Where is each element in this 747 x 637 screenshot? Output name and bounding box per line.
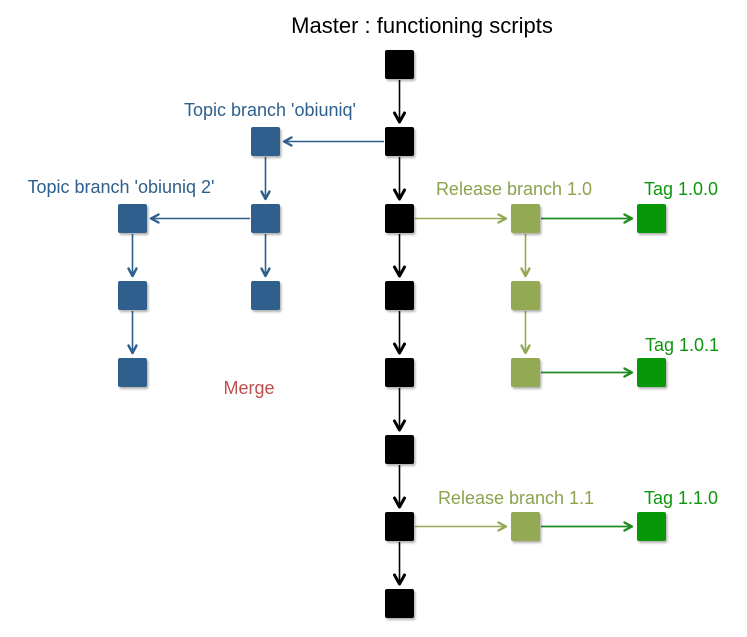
- tag-1-0-0-label: Tag 1.0.0: [643, 179, 719, 199]
- tag-1-0-1-label: Tag 1.0.1: [644, 335, 720, 355]
- commit-node-obiuniq-3: [251, 281, 280, 310]
- tag-node-1-0-1: [637, 358, 666, 387]
- tag-node-1-1-0: [637, 512, 666, 541]
- commit-node-obiuniq-2: [251, 204, 280, 233]
- commit-node-release10-1: [511, 204, 540, 233]
- topic-branch-obiuniq-label: Topic branch 'obiuniq': [184, 100, 356, 120]
- topic-obiuniq-arrows: [260, 136, 384, 278]
- topic-branch-obiuniq-2-label: Topic branch 'obiuniq 2': [27, 177, 215, 197]
- commit-node-release10-3: [511, 358, 540, 387]
- commit-node-obiuniq2-1: [118, 204, 147, 233]
- commit-node-master-4: [385, 281, 414, 310]
- release-branch-1-0-label: Release branch 1.0: [435, 179, 593, 199]
- commit-node-release11-1: [511, 512, 540, 541]
- commit-node-master-5: [385, 358, 414, 387]
- commit-node-master-1: [385, 50, 414, 79]
- commit-node-master-8: [385, 589, 414, 618]
- tag-arrows: [541, 213, 634, 532]
- release-1-0-arrows: [415, 213, 531, 355]
- tag-node-1-0-0: [637, 204, 666, 233]
- tag-1-1-0-label: Tag 1.1.0: [643, 488, 719, 508]
- diagram-title: Master : functioning scripts: [291, 13, 553, 38]
- topic-obiuniq-2-arrows: [127, 213, 250, 355]
- commit-node-master-7: [385, 512, 414, 541]
- release-branch-1-1-label: Release branch 1.1: [437, 488, 595, 508]
- commit-node-master-2: [385, 127, 414, 156]
- commit-node-obiuniq-1: [251, 127, 280, 156]
- commit-node-release10-2: [511, 281, 540, 310]
- commit-node-obiuniq2-3: [118, 358, 147, 387]
- commit-node-master-3: [385, 204, 414, 233]
- merge-label: Merge: [223, 378, 275, 398]
- commit-node-master-6: [385, 435, 414, 464]
- commit-node-obiuniq2-2: [118, 281, 147, 310]
